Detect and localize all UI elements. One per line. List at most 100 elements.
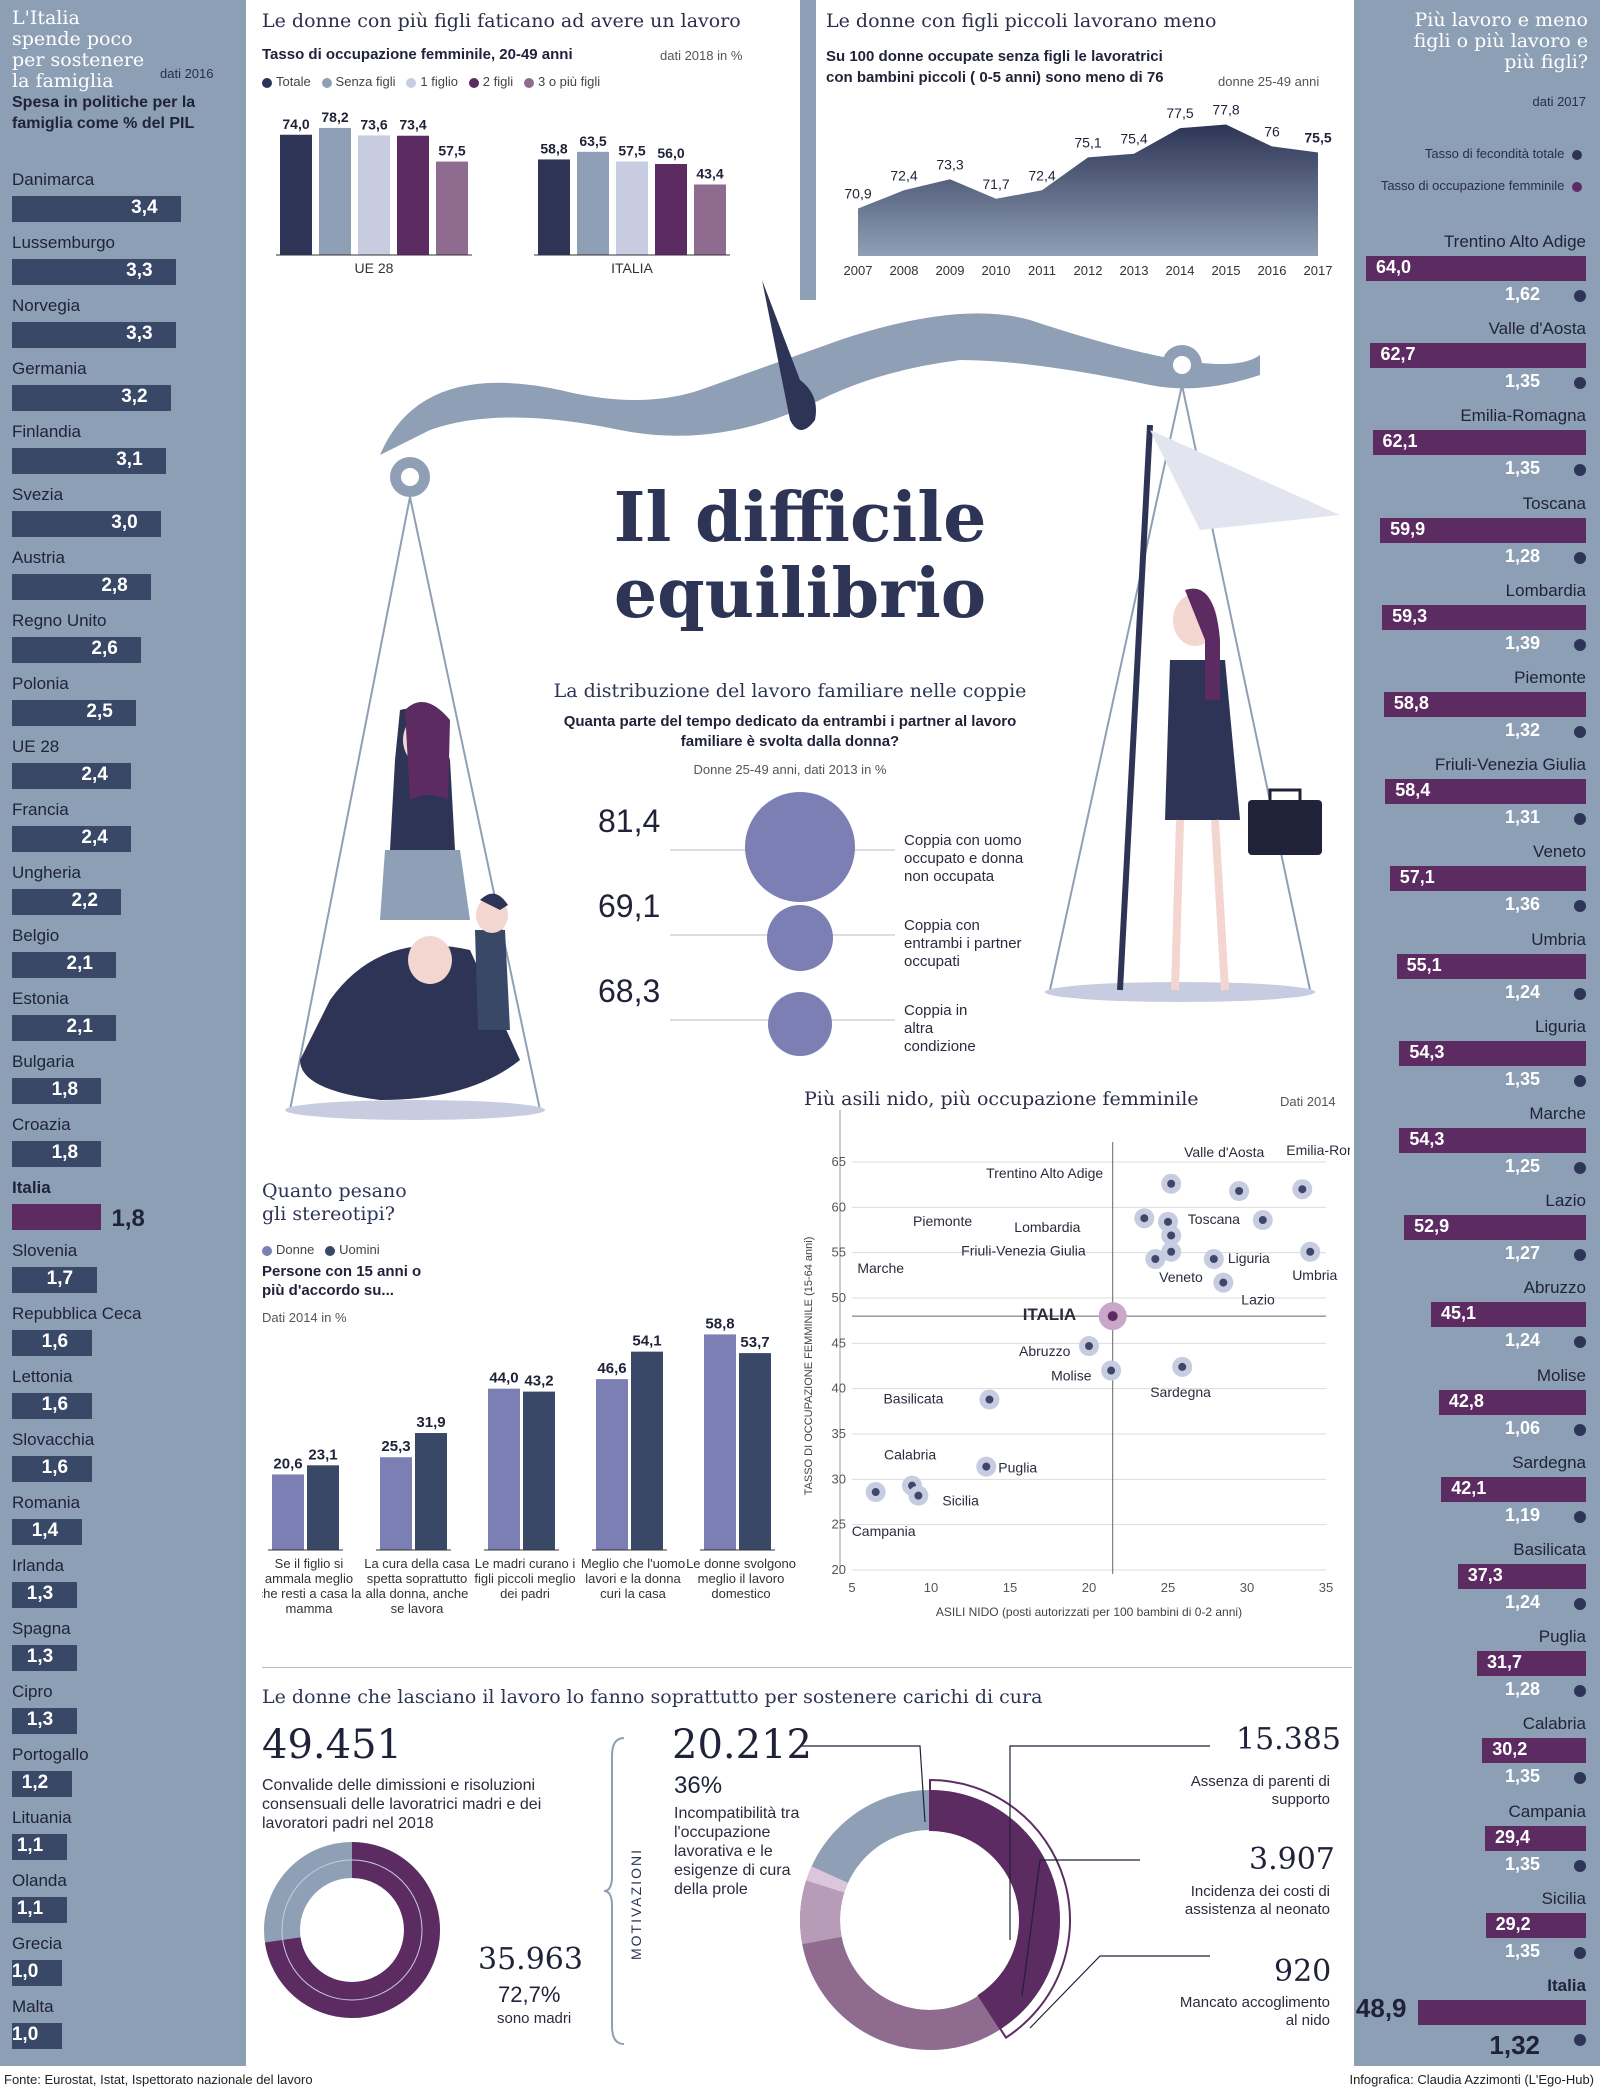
country-label: Svezia	[12, 485, 64, 504]
country-bar	[12, 1834, 67, 1860]
scatter-point	[1167, 1231, 1176, 1240]
region-occupation-value: 45,1	[1440, 1303, 1477, 1324]
region-occupation-value: 54,3	[1409, 1041, 1445, 1062]
scatter-ytick: 60	[832, 1199, 846, 1214]
country-value: 2,4	[81, 764, 108, 785]
region-label: Emilia-Romagna	[1460, 406, 1586, 426]
chart1-bar	[538, 159, 570, 255]
chart1-legend: Totale Senza figli 1 figlio 2 figli 3 o …	[262, 74, 600, 89]
scatter-point	[914, 1491, 923, 1500]
bubble-68-3	[768, 992, 832, 1056]
family-illustration	[300, 702, 520, 1100]
scatter-ytick: 25	[832, 1517, 846, 1532]
chart2-year-label: 2011	[1028, 263, 1056, 278]
region-fertility-value: 1,25	[1504, 1156, 1540, 1176]
bubble-label: Coppia in altra condizione	[904, 1002, 976, 1055]
scatter-point	[982, 1462, 991, 1471]
chart1-bar	[616, 161, 648, 255]
stereotype-bar-label: 58,8	[705, 1315, 734, 1332]
country-bar	[12, 1078, 102, 1104]
stereotypes-legend: Donne Uomini	[262, 1242, 380, 1257]
scatter-point-label: Basilicata	[883, 1391, 943, 1407]
chart1-bar	[655, 164, 687, 255]
country-value: 2,2	[71, 890, 98, 911]
region-occupation-bar-italia	[1417, 2000, 1586, 2025]
fertility-dot-icon	[1574, 1859, 1586, 1872]
region-fertility-value: 1,35	[1504, 1940, 1540, 1961]
region-label: Valle d'Aosta	[1488, 319, 1586, 339]
region-occupation-value: 42,8	[1448, 1390, 1484, 1411]
scatter-point-label: Calabria	[884, 1447, 936, 1463]
region-occupation-value: 59,3	[1392, 605, 1428, 626]
left-panel-title: L'Italia spende poco per sostenere la fa…	[12, 7, 145, 92]
region-occupation-bar	[1372, 430, 1586, 456]
fertility-dot-icon	[1574, 1336, 1586, 1349]
footer-source: Fonte: Eurostat, Istat, Ispettorato nazi…	[4, 2072, 313, 2087]
region-occupation-value: 37,3	[1467, 1565, 1503, 1585]
country-value: 1,3	[26, 1709, 54, 1730]
reasons-donut-slice	[800, 1790, 1060, 2050]
chart2-point-label: 77,8	[1212, 102, 1239, 118]
scatter-ytick: 20	[832, 1562, 846, 1577]
stereotype-category-label: La cura della casa spetta soprattutto al…	[364, 1556, 470, 1616]
chart2-date: donne 25-49 anni	[1218, 74, 1320, 89]
main-title: Il difficile equilibrio	[613, 478, 987, 634]
country-bar	[12, 1456, 92, 1482]
right-scale-pan	[1045, 982, 1315, 1002]
country-bar	[12, 1645, 77, 1671]
region-occupation-bar	[1382, 604, 1586, 630]
region-occupation-value: 42,1	[1451, 1477, 1487, 1498]
mothers-label: sono madri	[497, 2010, 572, 2027]
country-label: Belgio	[12, 926, 60, 945]
country-label: Italia	[12, 1178, 51, 1197]
scatter-xtick: 20	[1082, 1580, 1096, 1595]
scatter-ytick: 30	[832, 1471, 846, 1486]
chart2-point-label: 73,3	[936, 156, 963, 172]
chart1-subtitle: Tasso di occupazione femminile, 20-49 an…	[262, 46, 573, 63]
region-occupation-bar	[1380, 517, 1586, 543]
stereotype-bar-label: 20,6	[273, 1455, 302, 1472]
chart1-category-label: ITALIA	[611, 260, 653, 276]
region-occupation-value: 64,0	[1376, 257, 1412, 277]
stereotype-bar-label: 53,7	[740, 1334, 769, 1351]
region-occupation-bar	[1482, 1738, 1586, 1764]
region-fertility-value: 1,24	[1504, 981, 1540, 1002]
mothers-count: 35.963	[478, 1942, 583, 1977]
scatter-ytick: 40	[832, 1381, 846, 1396]
country-value: 1,6	[41, 1394, 69, 1415]
chart2-point-label: 76	[1264, 123, 1280, 139]
chart1-bar	[358, 135, 390, 255]
country-value: 1,8	[51, 1142, 79, 1163]
region-occupation-value: 59,9	[1390, 518, 1426, 539]
scatter-point-label: Emilia-Romagna	[1286, 1142, 1350, 1158]
country-value: 3,2	[121, 386, 148, 407]
bubble-value: 68,3	[598, 973, 660, 1009]
scatter-xtick: 30	[1240, 1580, 1254, 1595]
region-occupation-value: 62,1	[1382, 431, 1418, 452]
chart1-title: Le donne con più figli faticano ad avere…	[262, 10, 741, 32]
country-label: Malta	[12, 1997, 54, 2016]
chart2-point-label: 70,9	[844, 186, 871, 202]
main-reason-value: 20.212	[672, 1722, 812, 1768]
country-label: Lettonia	[12, 1367, 73, 1386]
chart2-point-label: 75,5	[1304, 130, 1331, 146]
fertility-dot-icon	[1574, 1423, 1586, 1436]
scatter-xtick: 5	[848, 1580, 855, 1595]
chart2-year-label: 2015	[1212, 263, 1241, 278]
fertility-dot-icon	[1574, 1162, 1586, 1174]
scatter-point	[1258, 1216, 1267, 1225]
country-value: 1,4	[31, 1520, 59, 1541]
country-value: 2,8	[101, 575, 128, 596]
fertility-dot-icon	[1574, 1074, 1586, 1087]
fertility-dot-icon	[1572, 149, 1582, 160]
stereotype-bar	[596, 1379, 628, 1550]
reason-value: 920	[1274, 1954, 1332, 1989]
country-label: Finlandia	[12, 422, 81, 441]
footer-credit: Infografica: Claudia Azzimonti (L'Ego-Hu…	[1349, 2072, 1594, 2087]
legend-dot-icon	[321, 77, 332, 88]
country-value: 1,3	[26, 1646, 54, 1667]
stereotype-bar	[631, 1351, 663, 1550]
scatter-chart: 20 25 30 35 40 45 50 55 60 65 5 10 15 20 25 30 35 ASILI N…	[803, 1110, 1350, 1619]
legend-dot-icon	[325, 1245, 336, 1256]
region-occupation-bar	[1370, 343, 1586, 369]
